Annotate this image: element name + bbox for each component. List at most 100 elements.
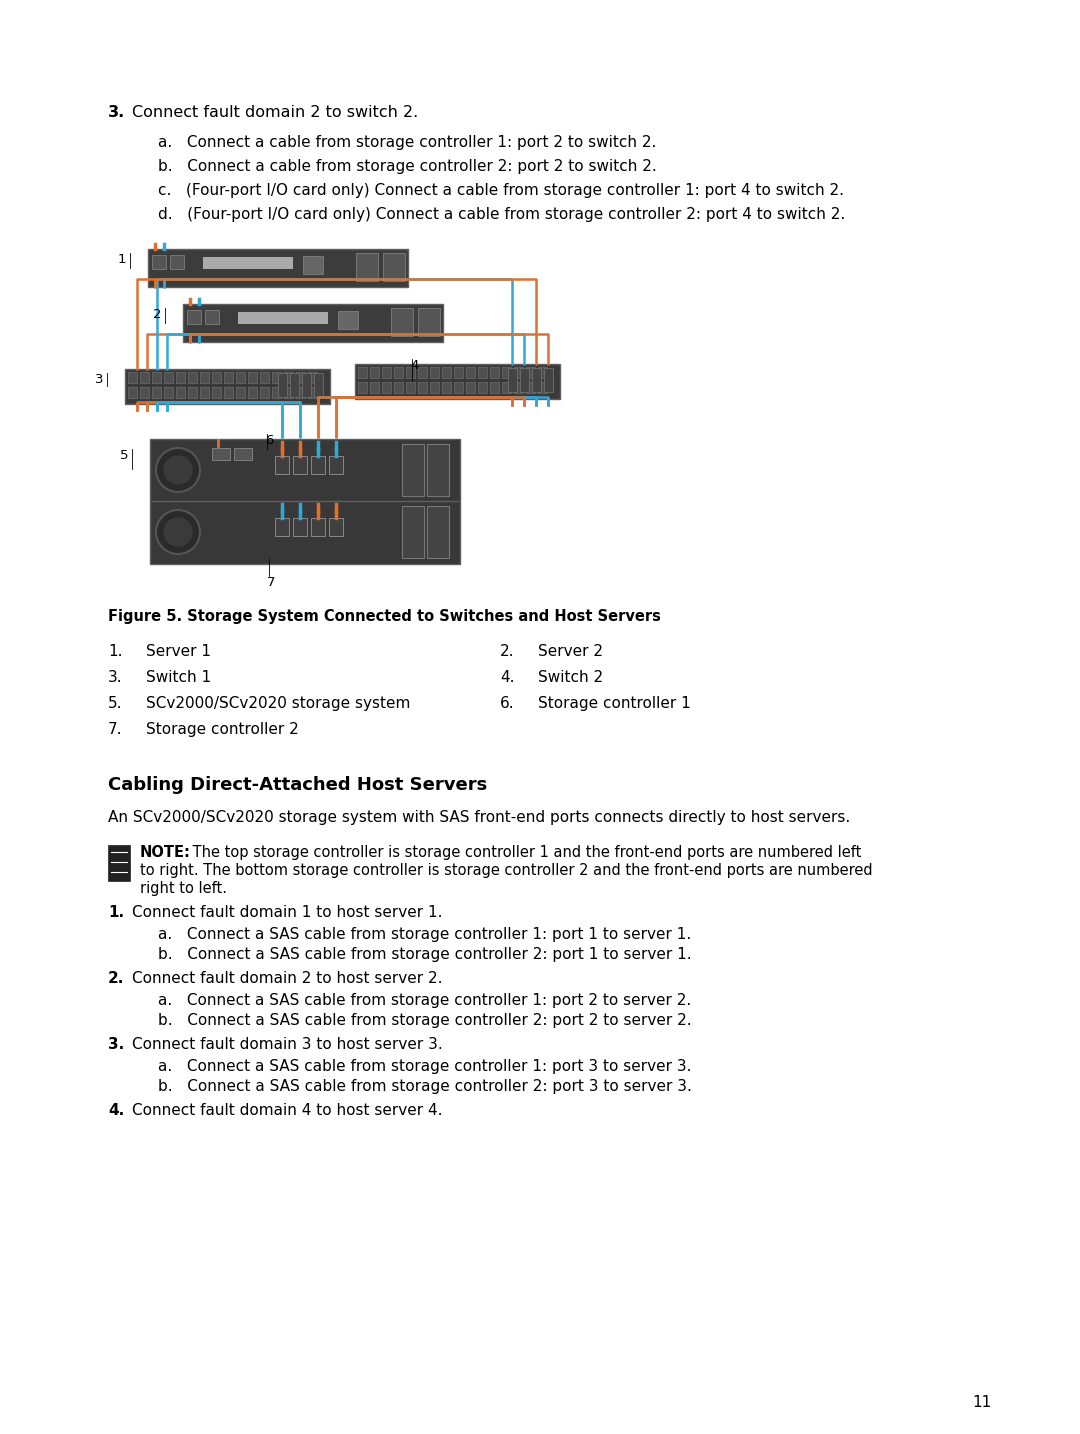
Text: 2: 2	[152, 308, 161, 321]
FancyBboxPatch shape	[502, 367, 511, 379]
Text: Connect fault domain 2 to switch 2.: Connect fault domain 2 to switch 2.	[132, 105, 418, 120]
Circle shape	[156, 511, 200, 554]
FancyBboxPatch shape	[125, 369, 330, 404]
FancyBboxPatch shape	[478, 381, 487, 393]
FancyBboxPatch shape	[526, 367, 535, 379]
FancyBboxPatch shape	[490, 381, 499, 393]
FancyBboxPatch shape	[478, 367, 487, 379]
Text: 11: 11	[972, 1395, 991, 1410]
FancyBboxPatch shape	[248, 387, 257, 399]
FancyBboxPatch shape	[514, 381, 523, 393]
Text: b.   Connect a SAS cable from storage controller 2: port 2 to server 2.: b. Connect a SAS cable from storage cont…	[158, 1012, 691, 1028]
FancyBboxPatch shape	[164, 371, 173, 383]
FancyBboxPatch shape	[152, 255, 166, 270]
FancyBboxPatch shape	[284, 371, 293, 383]
FancyBboxPatch shape	[293, 456, 307, 475]
Text: a.   Connect a SAS cable from storage controller 1: port 2 to server 2.: a. Connect a SAS cable from storage cont…	[158, 992, 691, 1008]
FancyBboxPatch shape	[260, 387, 269, 399]
Text: a.   Connect a cable from storage controller 1: port 2 to switch 2.: a. Connect a cable from storage controll…	[158, 135, 657, 151]
FancyBboxPatch shape	[129, 387, 137, 399]
FancyBboxPatch shape	[394, 367, 403, 379]
Text: b.   Connect a cable from storage controller 2: port 2 to switch 2.: b. Connect a cable from storage controll…	[158, 159, 657, 174]
FancyBboxPatch shape	[296, 371, 305, 383]
FancyBboxPatch shape	[442, 367, 451, 379]
FancyBboxPatch shape	[532, 369, 541, 391]
Text: Storage controller 1: Storage controller 1	[538, 695, 691, 711]
FancyBboxPatch shape	[308, 371, 318, 383]
Text: 3.: 3.	[108, 1037, 124, 1053]
Text: 1.: 1.	[108, 905, 124, 921]
FancyBboxPatch shape	[302, 373, 311, 397]
Text: Switch 2: Switch 2	[538, 670, 603, 685]
FancyBboxPatch shape	[357, 367, 367, 379]
FancyBboxPatch shape	[284, 387, 293, 399]
FancyBboxPatch shape	[502, 381, 511, 393]
FancyBboxPatch shape	[465, 367, 475, 379]
Text: b.   Connect a SAS cable from storage controller 2: port 1 to server 1.: b. Connect a SAS cable from storage cont…	[158, 946, 691, 962]
Text: 7.: 7.	[108, 721, 122, 737]
FancyBboxPatch shape	[329, 456, 343, 475]
FancyBboxPatch shape	[538, 367, 546, 379]
FancyBboxPatch shape	[526, 381, 535, 393]
Text: Connect fault domain 1 to host server 1.: Connect fault domain 1 to host server 1.	[132, 905, 443, 921]
FancyBboxPatch shape	[406, 367, 415, 379]
FancyBboxPatch shape	[187, 310, 201, 324]
FancyBboxPatch shape	[275, 456, 289, 475]
FancyBboxPatch shape	[314, 373, 323, 397]
FancyBboxPatch shape	[311, 518, 325, 536]
FancyBboxPatch shape	[183, 304, 443, 341]
FancyBboxPatch shape	[224, 371, 233, 383]
Text: right to left.: right to left.	[140, 880, 227, 896]
FancyBboxPatch shape	[508, 369, 517, 391]
FancyBboxPatch shape	[427, 506, 449, 558]
FancyBboxPatch shape	[140, 387, 149, 399]
FancyBboxPatch shape	[148, 250, 408, 287]
Text: 1.: 1.	[108, 644, 122, 660]
FancyBboxPatch shape	[544, 369, 553, 391]
FancyBboxPatch shape	[454, 367, 463, 379]
Text: Server 2: Server 2	[538, 644, 603, 660]
FancyBboxPatch shape	[140, 371, 149, 383]
FancyBboxPatch shape	[465, 381, 475, 393]
Text: 3: 3	[95, 373, 103, 386]
FancyBboxPatch shape	[293, 518, 307, 536]
FancyBboxPatch shape	[370, 381, 379, 393]
Text: SCv2000/SCv2020 storage system: SCv2000/SCv2020 storage system	[146, 695, 410, 711]
Text: Connect fault domain 3 to host server 3.: Connect fault domain 3 to host server 3.	[132, 1037, 443, 1053]
FancyBboxPatch shape	[418, 381, 427, 393]
Circle shape	[164, 518, 192, 546]
Text: 4.: 4.	[108, 1103, 124, 1119]
FancyBboxPatch shape	[538, 381, 546, 393]
Text: 4: 4	[410, 358, 418, 371]
FancyBboxPatch shape	[514, 367, 523, 379]
FancyBboxPatch shape	[329, 518, 343, 536]
FancyBboxPatch shape	[402, 506, 424, 558]
FancyBboxPatch shape	[430, 367, 438, 379]
Text: 4.: 4.	[500, 670, 514, 685]
FancyBboxPatch shape	[291, 373, 299, 397]
FancyBboxPatch shape	[278, 373, 287, 397]
FancyBboxPatch shape	[357, 381, 367, 393]
FancyBboxPatch shape	[490, 367, 499, 379]
FancyBboxPatch shape	[188, 387, 197, 399]
Text: Server 1: Server 1	[146, 644, 211, 660]
Text: b.   Connect a SAS cable from storage controller 2: port 3 to server 3.: b. Connect a SAS cable from storage cont…	[158, 1078, 692, 1094]
Text: The top storage controller is storage controller 1 and the front-end ports are n: The top storage controller is storage co…	[188, 845, 862, 860]
Text: a.   Connect a SAS cable from storage controller 1: port 1 to server 1.: a. Connect a SAS cable from storage cont…	[158, 926, 691, 942]
Text: 5: 5	[120, 449, 129, 462]
FancyBboxPatch shape	[303, 257, 323, 274]
FancyBboxPatch shape	[430, 381, 438, 393]
Text: d.   (Four-port I/O card only) Connect a cable from storage controller 2: port 4: d. (Four-port I/O card only) Connect a c…	[158, 206, 846, 222]
Text: 5.: 5.	[108, 695, 122, 711]
FancyBboxPatch shape	[275, 518, 289, 536]
FancyBboxPatch shape	[248, 371, 257, 383]
FancyBboxPatch shape	[170, 255, 184, 270]
FancyBboxPatch shape	[212, 387, 221, 399]
FancyBboxPatch shape	[212, 447, 230, 460]
FancyBboxPatch shape	[391, 308, 413, 336]
Text: Storage controller 2: Storage controller 2	[146, 721, 299, 737]
FancyBboxPatch shape	[188, 371, 197, 383]
Text: 7: 7	[267, 576, 275, 589]
FancyBboxPatch shape	[129, 371, 137, 383]
FancyBboxPatch shape	[205, 310, 219, 324]
